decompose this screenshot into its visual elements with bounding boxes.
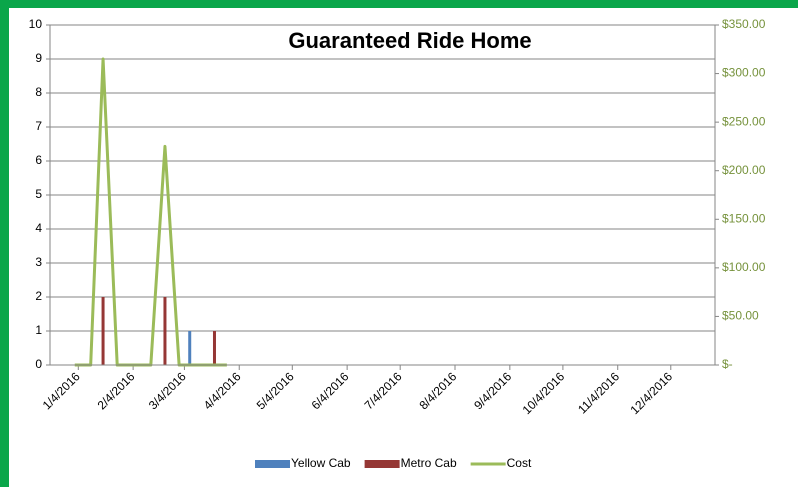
legend-label: Metro Cab (401, 456, 457, 470)
y2-tick-label: $50.00 (722, 309, 759, 323)
legend-swatch (255, 460, 290, 468)
legend-label: Cost (507, 456, 532, 470)
y-tick-label: 4 (35, 221, 42, 235)
y2-tick-label: $150.00 (722, 211, 766, 225)
y-tick-label: 3 (35, 255, 42, 269)
chart-title: Guaranteed Ride Home (288, 28, 531, 53)
y-tick-label: 0 (35, 357, 42, 371)
bar (163, 297, 167, 365)
frame-left (0, 0, 9, 487)
y-tick-label: 6 (35, 153, 42, 167)
bar (212, 331, 216, 365)
y-tick-label: 2 (35, 289, 42, 303)
y2-tick-label: $300.00 (722, 66, 766, 80)
y-tick-label: 8 (35, 85, 42, 99)
y2-tick-label: $200.00 (722, 163, 766, 177)
y2-tick-label: $350.00 (722, 17, 766, 31)
legend-swatch (364, 460, 400, 468)
y-tick-label: 9 (35, 51, 42, 65)
y2-tick-label: $250.00 (722, 114, 766, 128)
y-tick-label: 7 (35, 119, 42, 133)
y-tick-label: 1 (35, 323, 42, 337)
y-tick-label: 5 (35, 187, 42, 201)
bar (101, 297, 105, 365)
frame-top (0, 0, 798, 8)
y-tick-label: 10 (29, 17, 43, 31)
y2-tick-label: $- (722, 357, 733, 371)
legend-label: Yellow Cab (291, 456, 351, 470)
y2-tick-label: $100.00 (722, 260, 766, 274)
bar (188, 331, 192, 365)
